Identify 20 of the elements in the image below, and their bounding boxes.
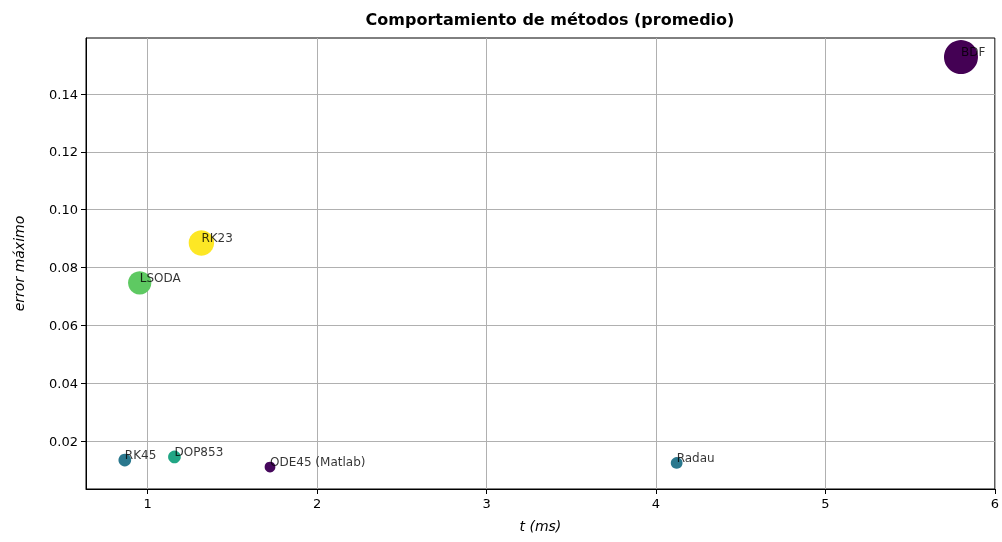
y-axis-title: error máximo [11, 215, 27, 312]
annotation: ODE45 (Matlab) [270, 455, 366, 470]
chart-title: Comportamiento de métodos (promedio) [365, 9, 735, 29]
y-tick-label: 0.08 [49, 260, 78, 276]
annotation: Radau [676, 450, 715, 465]
y-tick-label: 0.04 [49, 375, 78, 391]
y-tick-label: 0.10 [49, 202, 78, 218]
annotation: DOP853 [174, 444, 224, 459]
y-tick-label: 0.02 [49, 433, 78, 449]
y-tick-label: 0.14 [49, 86, 78, 102]
x-tick-label: 5 [821, 496, 830, 511]
x-tick-label: 4 [651, 496, 661, 511]
y-tick-label: 0.06 [49, 317, 78, 333]
x-tick-label: 3 [482, 496, 491, 511]
x-tick-label: 1 [143, 496, 152, 511]
annotation: RK45 [124, 448, 157, 463]
x-tick-label: 2 [312, 496, 322, 511]
x-axis-title: t (ms) [519, 518, 562, 534]
y-tick-label: 0.12 [49, 144, 78, 160]
x-tick-label: 6 [990, 496, 1000, 511]
